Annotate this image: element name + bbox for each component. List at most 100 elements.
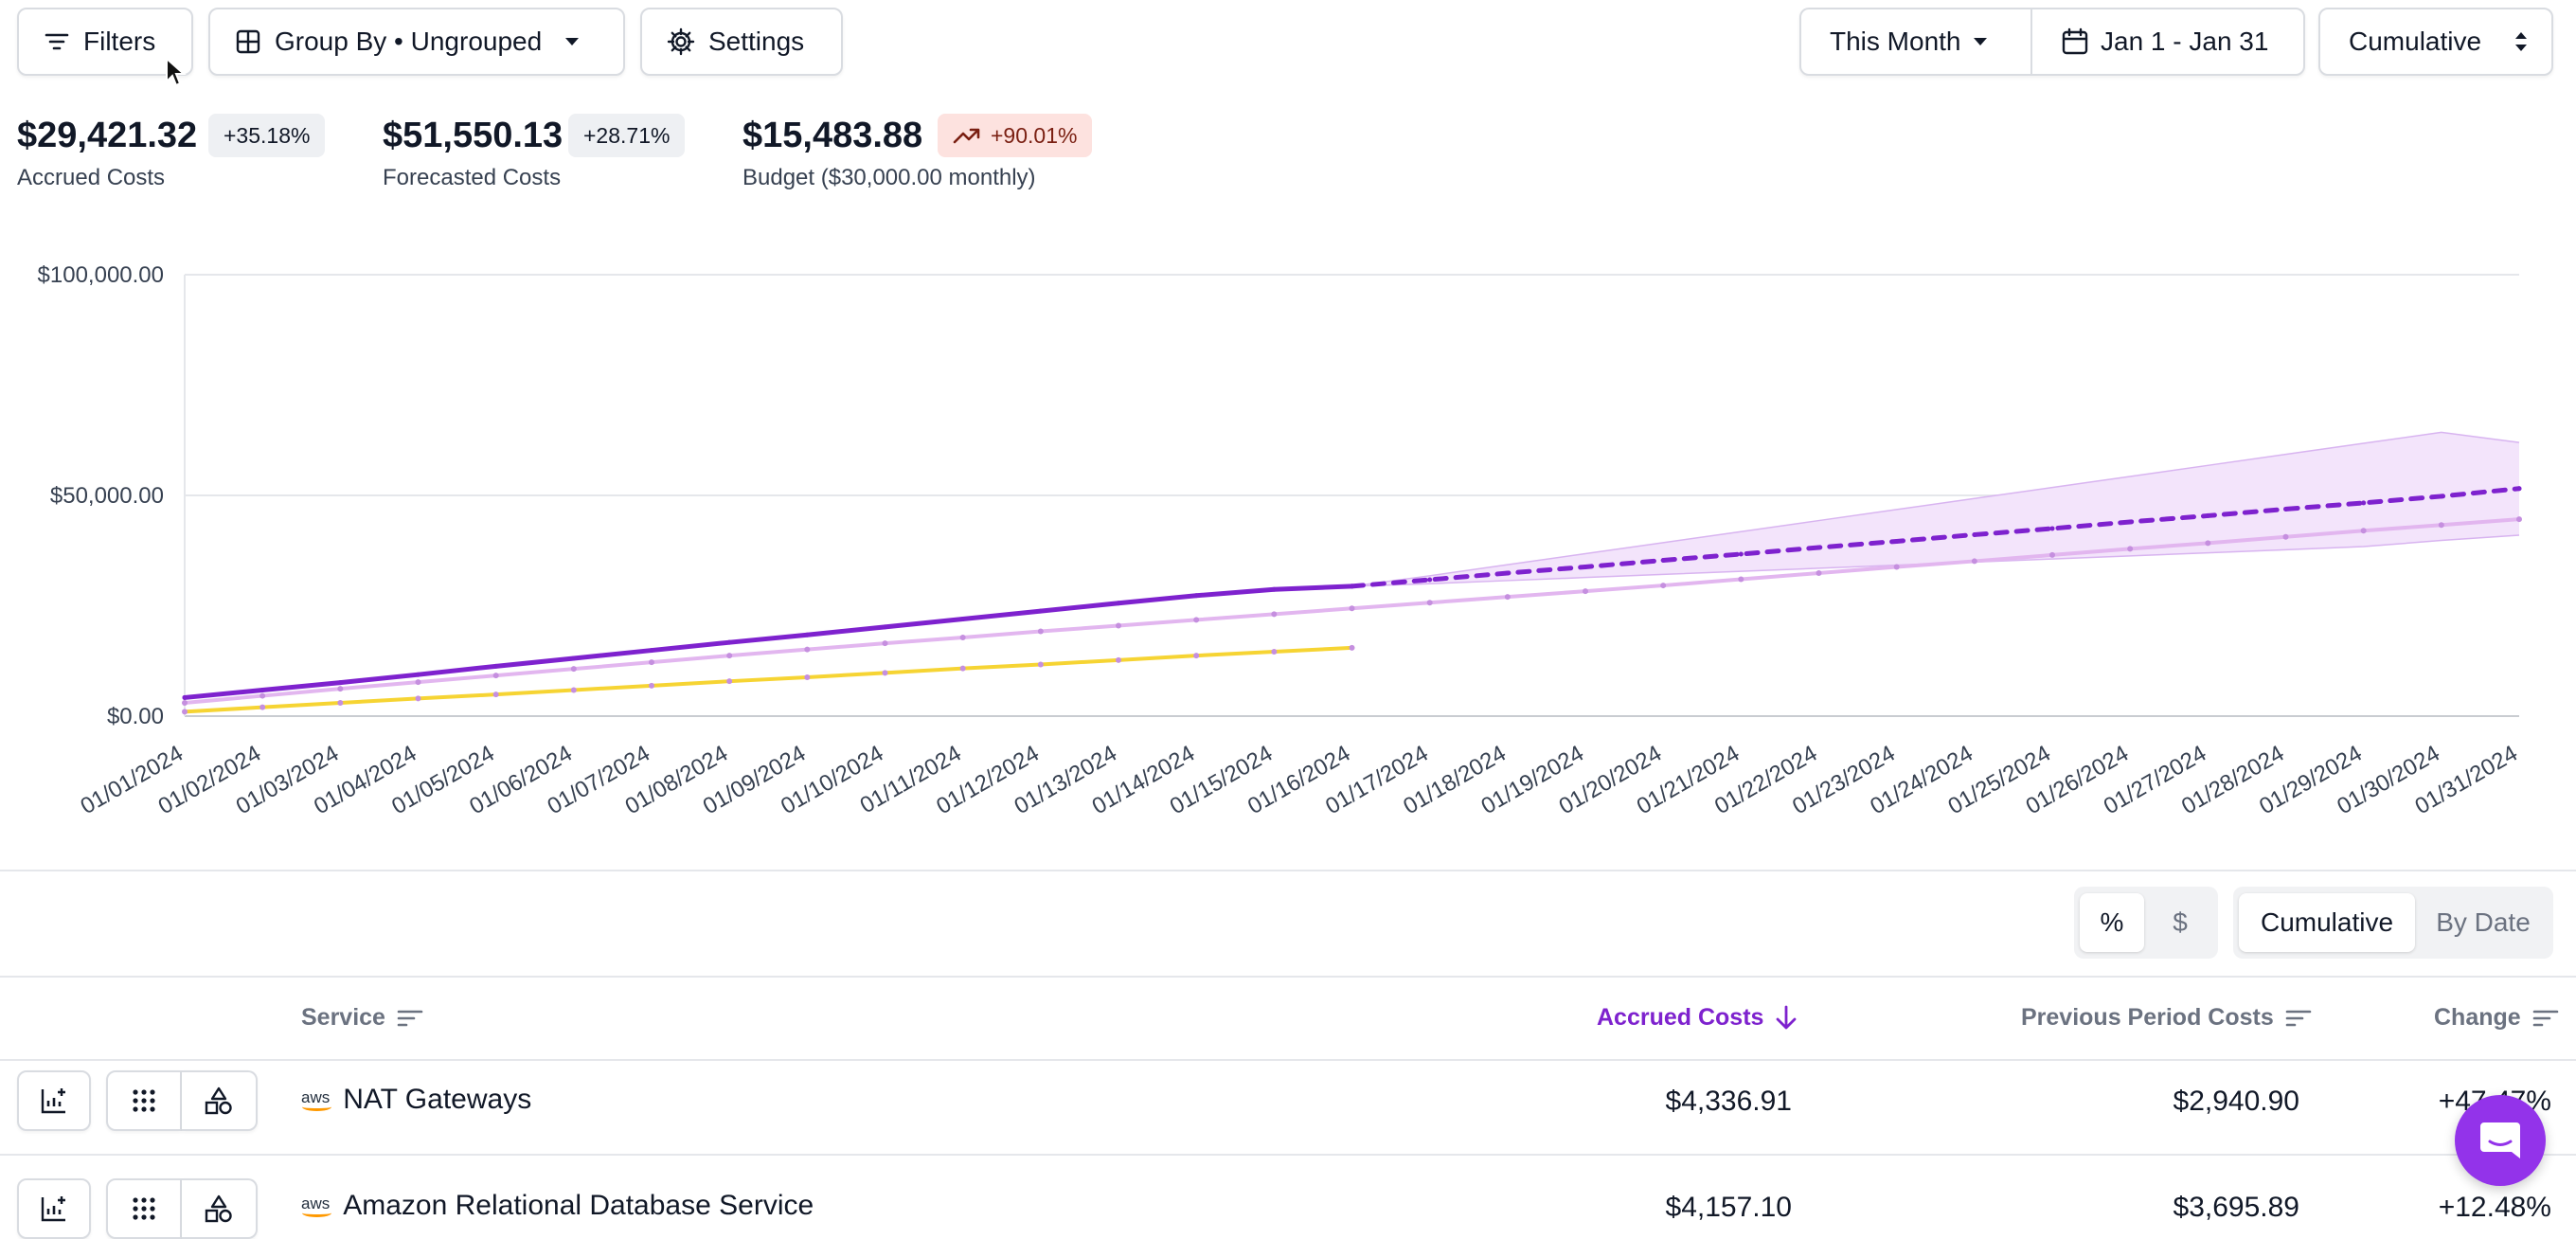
chart-add-icon [41,1088,65,1114]
data-point [1037,661,1044,668]
data-point [1116,601,1121,606]
data-point [2439,494,2444,499]
data-point [259,692,266,699]
data-point [726,639,732,645]
settings-button[interactable]: Settings [640,8,843,76]
accrued-costs-label: Accrued Costs [17,165,166,190]
data-point [1038,608,1044,614]
view-toggle: Cumulative By Date [2233,887,2553,959]
group-by-label: Group By • Ungrouped [275,27,543,56]
data-point [1971,558,1977,565]
date-range-picker[interactable]: Jan 1 - Jan 31 [2032,9,2268,74]
accrued-header-label: Accrued Costs [1597,1004,1764,1031]
sort-lines-icon [397,1010,423,1026]
data-point [1738,576,1744,583]
y-tick-label: $0.00 [107,704,164,729]
forecasted-costs-change-badge: +28.71% [568,114,686,157]
data-point [416,672,420,677]
cumulative-select[interactable]: Cumulative [2318,8,2553,76]
cost-chart: $0.00$50,000.00$100,000.0001/01/202401/0… [38,262,2522,819]
forecast-line [1350,486,2522,589]
caret-down-icon [1973,38,1987,45]
service-cell: aws NAT Gateways [301,1084,531,1116]
chart-add-icon [41,1196,65,1222]
data-point [959,665,966,672]
data-point [259,688,265,693]
arrow-down-icon [1777,1005,1797,1029]
data-point [1037,628,1044,635]
data-point [1116,656,1121,663]
budget-change-badge: +90.01% [938,114,1093,157]
data-point [1193,617,1200,623]
previous-cost-cell: $3,695.89 [2173,1192,2299,1223]
data-point [1738,551,1744,557]
dollar-toggle[interactable]: $ [2173,907,2188,937]
data-point [883,624,887,630]
data-point [649,659,654,666]
accrued-costs-column-header[interactable]: Accrued Costs [1597,1004,1798,1032]
data-point [2127,546,2134,552]
budget-value: $15,483.88 [742,116,923,155]
data-point [1972,531,1977,537]
chat-launcher-button[interactable] [2455,1095,2546,1186]
change-column-header[interactable]: Change [2434,1004,2559,1032]
table-header-border [0,1059,2576,1061]
data-point [1660,558,1666,564]
dots-grid-icon [133,1197,155,1220]
aws-logo-icon: aws [301,1089,332,1111]
gear-icon [667,27,695,56]
caret-down-icon [565,38,580,45]
previous-header-label: Previous Period Costs [2021,1004,2274,1031]
service-cell: aws Amazon Relational Database Service [301,1190,814,1222]
row-grid-button[interactable] [106,1178,182,1239]
budget-label: Budget ($30,000.00 monthly) [742,165,1036,190]
forecasted-costs-label: Forecasted Costs [383,165,562,190]
row-grid-button[interactable] [106,1070,182,1131]
cumulative-toggle[interactable]: Cumulative [2239,893,2415,952]
percent-toggle[interactable]: % [2080,893,2144,952]
calendar-icon [2062,27,2088,55]
row-shapes-button[interactable] [182,1070,258,1131]
cumulative-select-label: Cumulative [2349,27,2482,56]
data-point [1350,584,1354,589]
previous-period-column-header[interactable]: Previous Period Costs [2021,1004,2312,1032]
data-point [493,663,499,669]
row-chart-button[interactable] [17,1178,91,1239]
section-divider [0,870,2576,871]
sort-lines-icon [2285,1010,2312,1026]
data-point [1505,570,1511,576]
data-point [1349,605,1355,612]
group-by-dropdown[interactable]: Group By • Ungrouped [208,8,625,76]
by-date-toggle[interactable]: By Date [2436,907,2531,937]
data-point [1583,564,1588,569]
data-point [2282,533,2289,540]
sort-arrows-icon [2515,32,2527,51]
y-tick-label: $50,000.00 [50,483,164,509]
data-point [1894,538,1900,544]
filters-button[interactable]: Filters [17,8,193,76]
period-dropdown[interactable]: This Month [1801,9,2032,74]
data-point [2360,528,2367,534]
forecast-band [1351,432,2519,586]
data-point [2438,522,2444,529]
budget-change: +90.01% [991,122,1078,148]
data-point [2049,551,2055,558]
data-point [571,655,577,661]
chat-bubble-icon [2480,1122,2520,1158]
service-column-header[interactable]: Service [301,1004,423,1032]
row-shapes-button[interactable] [182,1178,258,1239]
data-point [1271,648,1278,655]
data-point [960,616,966,621]
service-name: NAT Gateways [343,1084,532,1115]
period-selector: This Month Jan 1 - Jan 31 [1799,8,2305,76]
accrued-cost-cell: $4,336.91 [1665,1086,1792,1117]
data-point [337,700,344,707]
y-tick-label: $100,000.00 [38,262,164,288]
period-label: This Month [1830,27,1961,56]
data-point [882,640,888,647]
previous-cost-cell: $2,940.90 [2173,1086,2299,1117]
data-point [415,679,421,686]
data-point [804,673,811,680]
row-chart-button[interactable] [17,1070,91,1131]
accrued-costs-change-badge: +35.18% [208,114,326,157]
